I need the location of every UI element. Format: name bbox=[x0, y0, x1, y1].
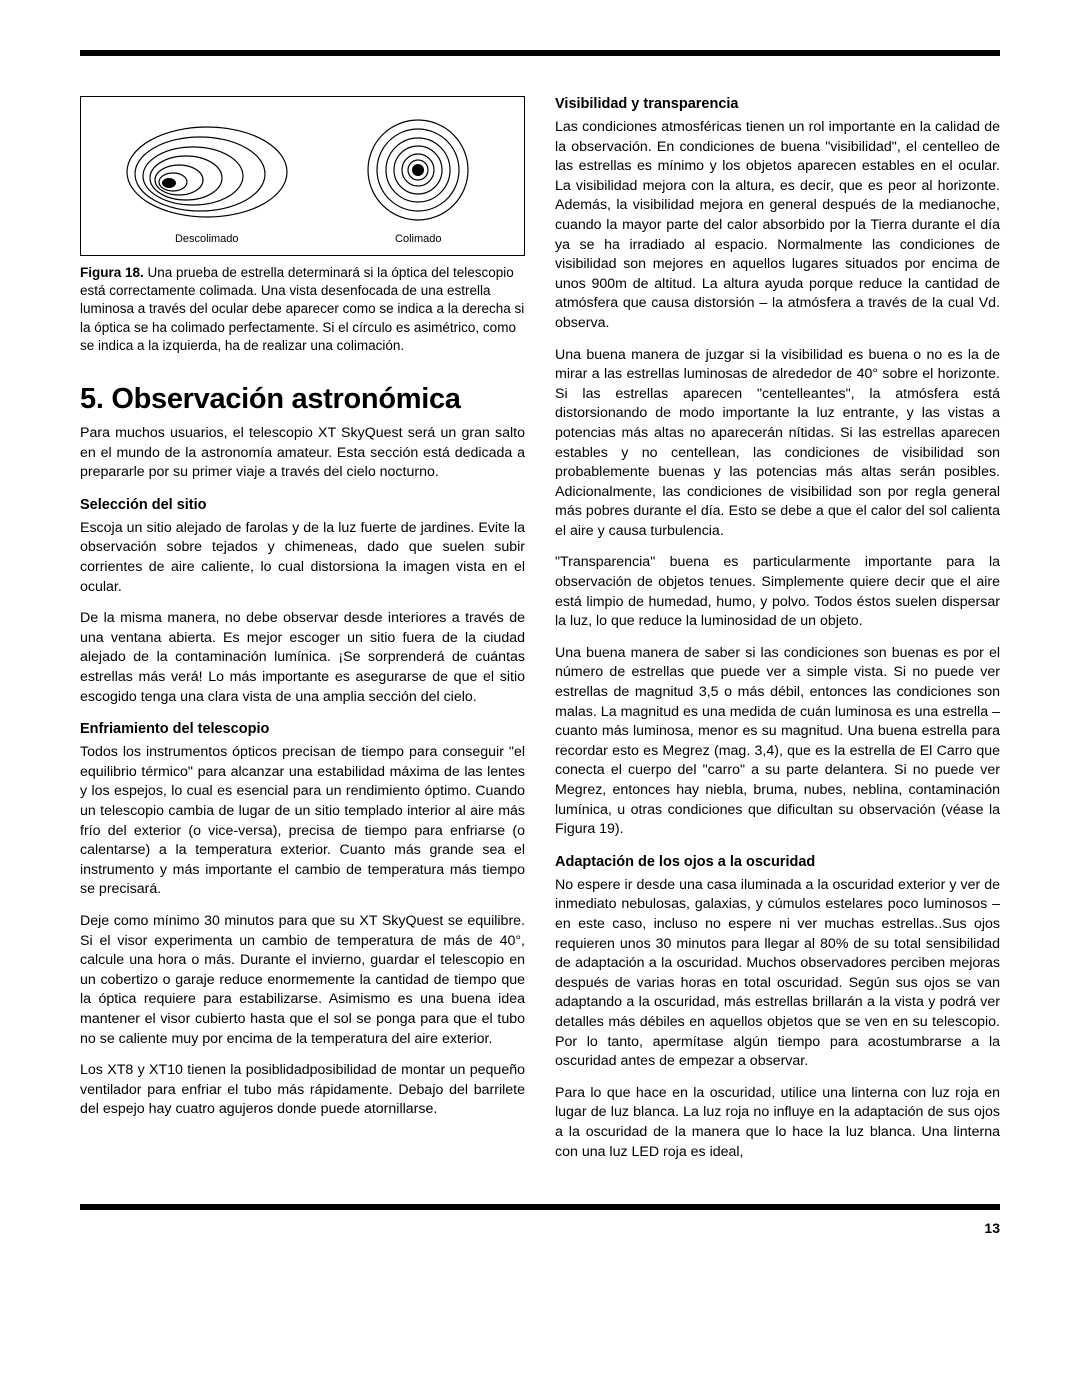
right-column: Visibilidad y transparencia Las condicio… bbox=[555, 96, 1000, 1174]
sub-seleccion: Selección del sitio bbox=[80, 497, 525, 513]
bottom-rule bbox=[80, 1204, 1000, 1210]
left-column: Descolimado Colimado Figura 18. Una prue… bbox=[80, 96, 525, 1174]
fig-label-right: Colimado bbox=[348, 233, 488, 245]
figure-caption: Figura 18. Una prueba de estrella determ… bbox=[80, 264, 525, 355]
figure-colimado: Colimado bbox=[348, 112, 488, 245]
figure-18-box: Descolimado Colimado bbox=[80, 96, 525, 256]
figure-descolimado: Descolimado bbox=[117, 112, 297, 245]
s4-p1: No espere ir desde una casa iluminada a … bbox=[555, 876, 1000, 1072]
two-column-content: Descolimado Colimado Figura 18. Una prue… bbox=[80, 56, 1000, 1204]
descolimado-diagram-icon bbox=[117, 112, 297, 227]
s4-p2: Para lo que hace en la oscuridad, utilic… bbox=[555, 1084, 1000, 1162]
sub-enfriamiento: Enfriamiento del telescopio bbox=[80, 721, 525, 737]
s1-p2: De la misma manera, no debe observar des… bbox=[80, 609, 525, 707]
caption-text: Una prueba de estrella determinará si la… bbox=[80, 265, 524, 353]
page-number: 13 bbox=[80, 1220, 1000, 1236]
s3-p2: Una buena manera de juzgar si la visibil… bbox=[555, 346, 1000, 542]
intro-para: Para muchos usuarios, el telescopio XT S… bbox=[80, 424, 525, 483]
section-title: 5. Observación astronómica bbox=[80, 383, 525, 416]
s3-p4: Una buena manera de saber si las condici… bbox=[555, 644, 1000, 840]
sub-visibilidad: Visibilidad y transparencia bbox=[555, 96, 1000, 112]
s2-p3: Los XT8 y XT10 tienen la posiblidadposib… bbox=[80, 1061, 525, 1120]
sub-adaptacion: Adaptación de los ojos a la oscuridad bbox=[555, 854, 1000, 870]
s2-p1: Todos los instrumentos ópticos precisan … bbox=[80, 743, 525, 900]
s3-p1: Las condiciones atmosféricas tienen un r… bbox=[555, 118, 1000, 334]
fig-label-left: Descolimado bbox=[117, 233, 297, 245]
s3-p3: "Transparencia" buena es particularmente… bbox=[555, 553, 1000, 631]
s1-p1: Escoja un sitio alejado de farolas y de … bbox=[80, 519, 525, 597]
s2-p2: Deje como mínimo 30 minutos para que su … bbox=[80, 912, 525, 1049]
caption-bold: Figura 18. bbox=[80, 265, 144, 280]
colimado-diagram-icon bbox=[348, 112, 488, 227]
